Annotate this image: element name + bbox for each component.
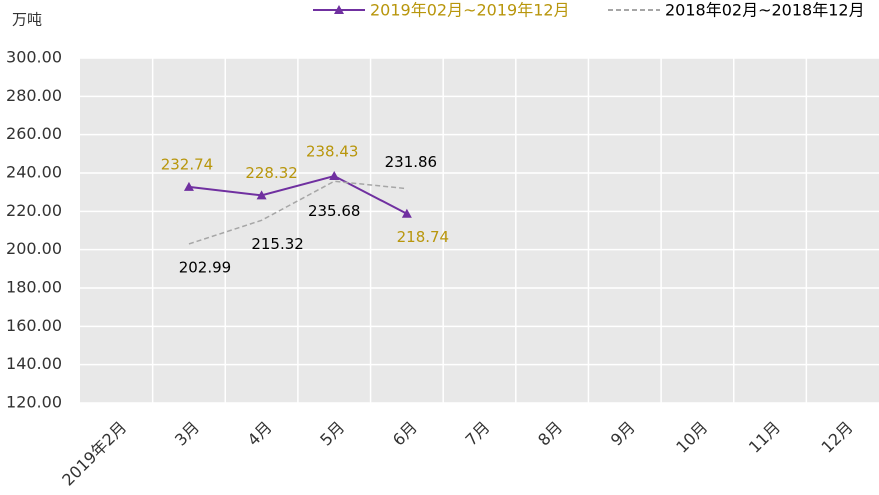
- plot-area: [80, 58, 879, 403]
- y-tick-label: 260.00: [6, 124, 62, 143]
- x-tick-label: 7月: [462, 418, 494, 450]
- y-tick-label: 120.00: [6, 393, 62, 412]
- marker: [183, 181, 194, 191]
- x-tick-label: 11月: [745, 418, 784, 457]
- series-line: [188, 174, 408, 215]
- legend-label: 2019年02月~2019年12月: [370, 1, 570, 20]
- y-tick-label: 200.00: [6, 239, 62, 258]
- y-tick-label: 180.00: [6, 278, 62, 297]
- data-label: 232.74: [161, 155, 214, 173]
- y-unit: 万吨: [12, 11, 42, 29]
- data-label: 238.43: [306, 143, 359, 161]
- data-label: 215.32: [251, 235, 304, 253]
- marker: [401, 208, 412, 218]
- data-label: 202.99: [179, 258, 232, 276]
- data-label: 235.68: [308, 202, 361, 220]
- marker: [329, 171, 340, 181]
- series-line: [188, 180, 407, 245]
- data-label: 228.32: [245, 164, 298, 182]
- x-tick-label: 12月: [818, 418, 857, 457]
- x-tick-label: 6月: [389, 418, 421, 450]
- x-tick-label: 10月: [672, 418, 711, 457]
- x-tick-label: 3月: [171, 418, 203, 450]
- legend-label: 2018年02月~2018年12月: [665, 1, 865, 20]
- x-tick-label: 5月: [316, 418, 348, 450]
- x-tick-label: 9月: [607, 418, 639, 450]
- x-tick-label: 4月: [244, 418, 276, 450]
- x-tick-label: 2019年2月: [58, 418, 130, 490]
- data-label: 231.86: [385, 153, 438, 171]
- y-tick-label: 220.00: [6, 201, 62, 220]
- y-tick-label: 140.00: [6, 354, 62, 373]
- data-label: 218.74: [397, 228, 450, 246]
- y-tick-label: 160.00: [6, 316, 62, 335]
- y-tick-label: 240.00: [6, 163, 62, 182]
- y-tick-label: 300.00: [6, 48, 62, 67]
- legend-marker: [334, 5, 344, 14]
- x-tick-label: 8月: [534, 418, 566, 450]
- marker: [256, 190, 267, 200]
- y-tick-label: 280.00: [6, 86, 62, 105]
